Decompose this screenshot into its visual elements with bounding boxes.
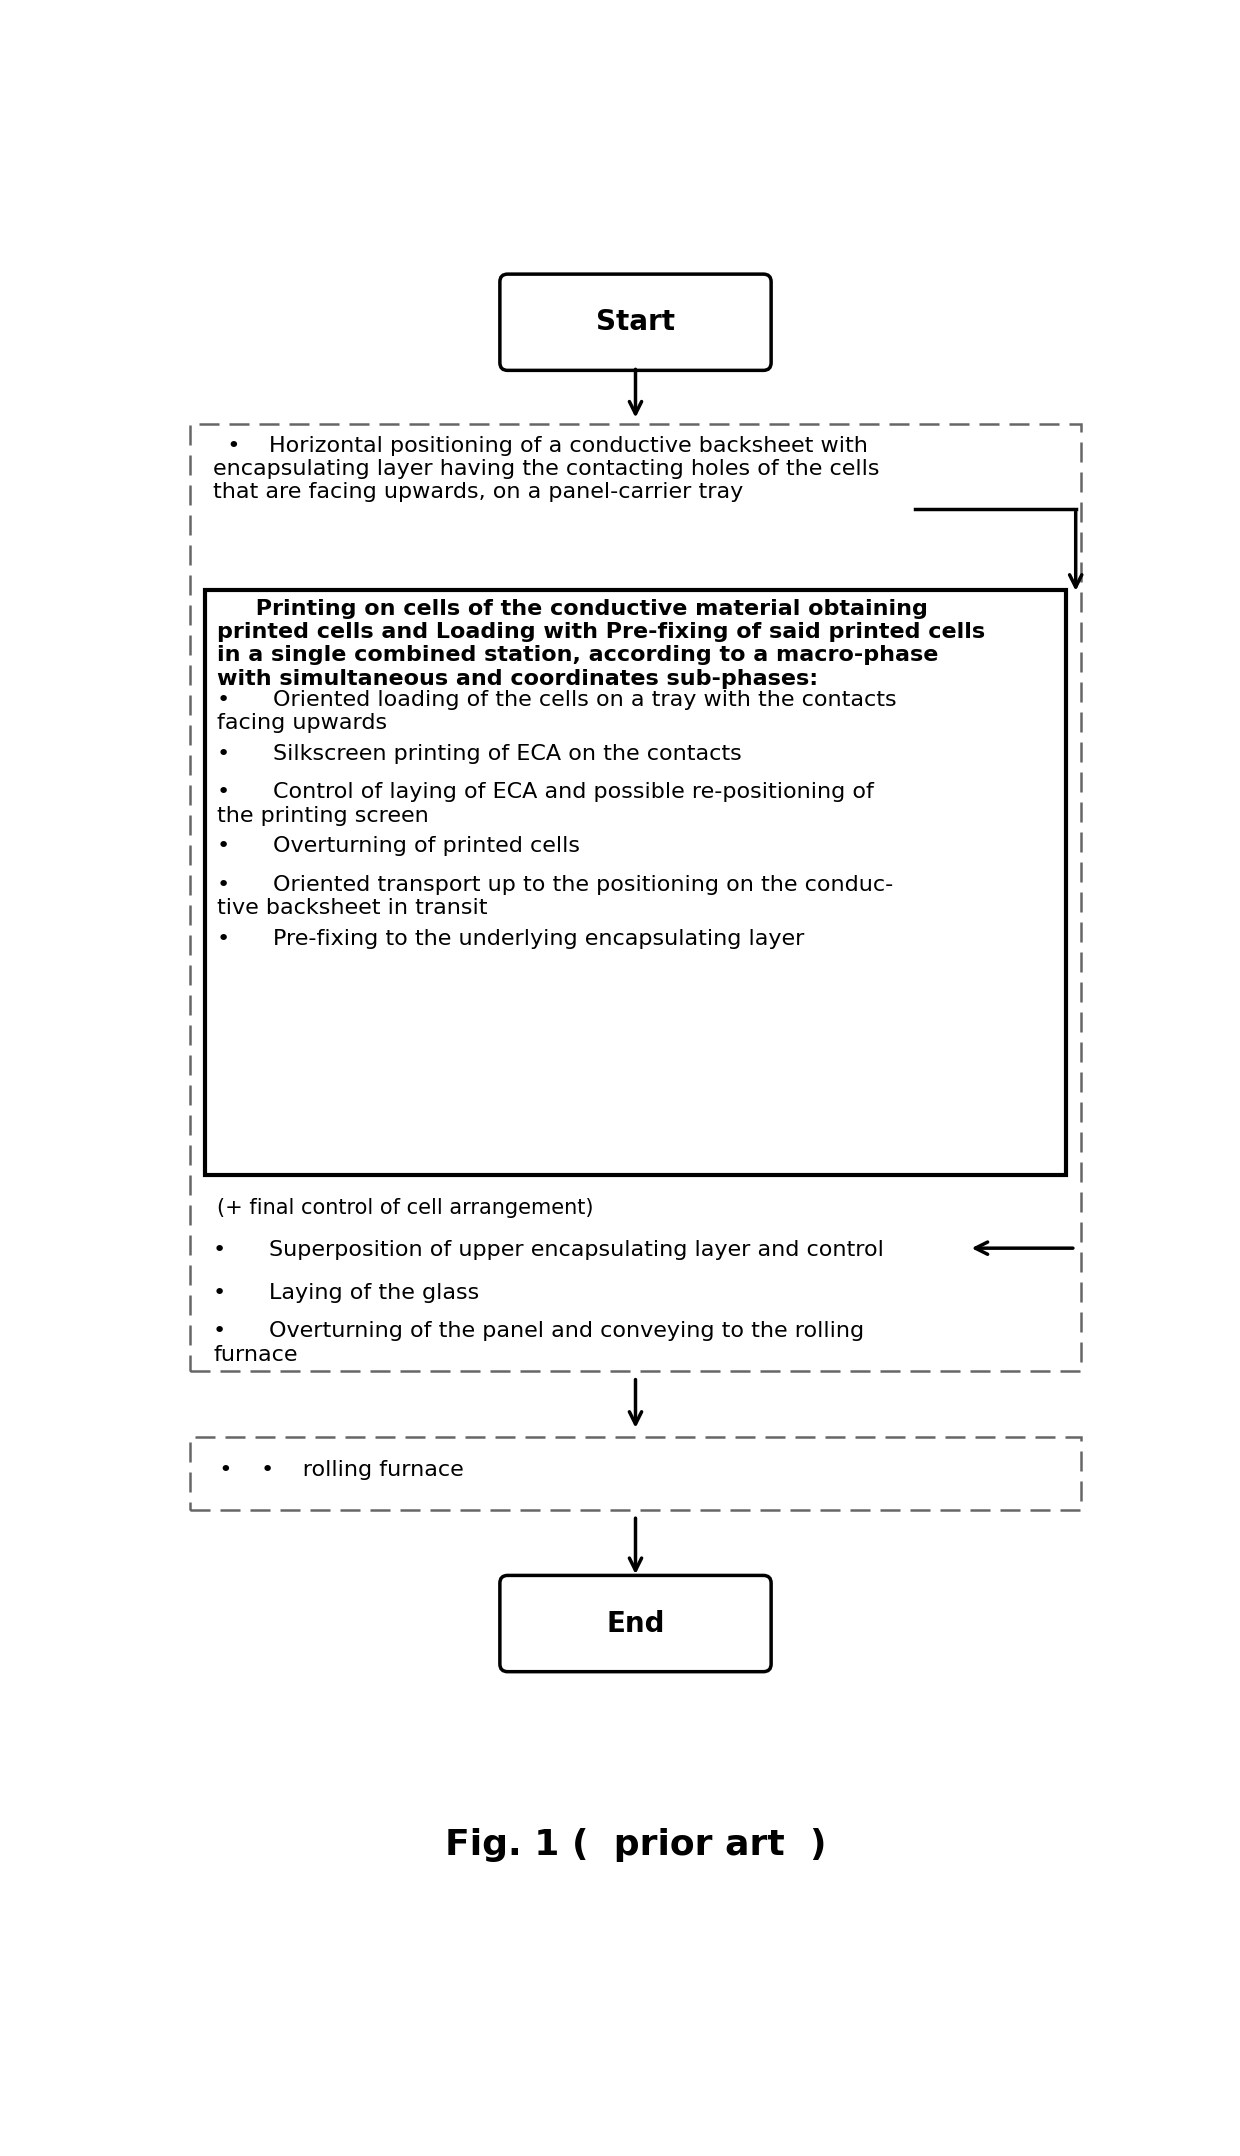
Text: •      Control of laying of ECA and possible re-positioning of
the printing scre: • Control of laying of ECA and possible …: [217, 783, 874, 826]
Text: •    •    rolling furnace: • • rolling furnace: [206, 1460, 464, 1479]
FancyBboxPatch shape: [190, 425, 1081, 1371]
Text: Fig. 1 (  prior art  ): Fig. 1 ( prior art ): [445, 1828, 826, 1863]
Text: •      Overturning of printed cells: • Overturning of printed cells: [217, 837, 580, 856]
Text: End: End: [606, 1611, 665, 1639]
FancyBboxPatch shape: [500, 274, 771, 371]
Text: Start: Start: [596, 308, 675, 336]
Text: •      Laying of the glass: • Laying of the glass: [213, 1283, 480, 1302]
Text: •      Overturning of the panel and conveying to the rolling
furnace: • Overturning of the panel and conveying…: [213, 1322, 864, 1365]
Text: Printing on cells of the conductive material obtaining
printed cells and Loading: Printing on cells of the conductive mate…: [217, 599, 985, 688]
Text: •      Oriented loading of the cells on a tray with the contacts
facing upwards: • Oriented loading of the cells on a tra…: [217, 690, 897, 733]
Text: •      Superposition of upper encapsulating layer and control: • Superposition of upper encapsulating l…: [213, 1240, 884, 1261]
FancyBboxPatch shape: [190, 1436, 1081, 1509]
FancyBboxPatch shape: [500, 1576, 771, 1671]
Text: •      Silkscreen printing of ECA on the contacts: • Silkscreen printing of ECA on the cont…: [217, 744, 742, 763]
Text: •      Oriented transport up to the positioning on the conduc-
tive backsheet in: • Oriented transport up to the positioni…: [217, 875, 893, 918]
Text: (+ final control of cell arrangement): (+ final control of cell arrangement): [217, 1199, 594, 1218]
Text: •      Pre-fixing to the underlying encapsulating layer: • Pre-fixing to the underlying encapsula…: [217, 929, 805, 949]
Text: •    Horizontal positioning of a conductive backsheet with
encapsulating layer h: • Horizontal positioning of a conductive…: [213, 436, 879, 502]
FancyBboxPatch shape: [206, 591, 1065, 1175]
